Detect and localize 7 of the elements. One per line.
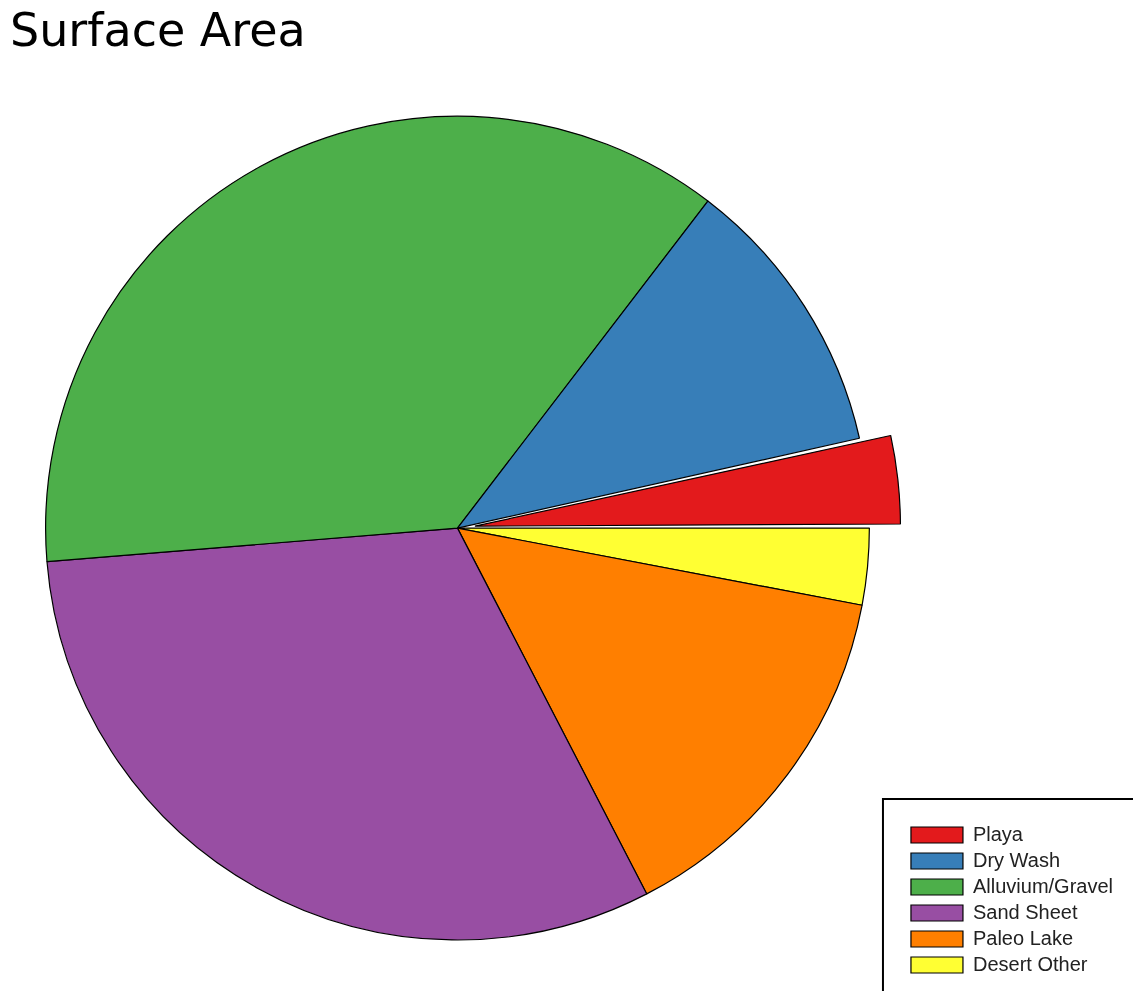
- legend-label: Playa: [972, 822, 1024, 845]
- legend-label: Dry Wash: [972, 848, 1061, 871]
- legend-label: Paleo Lake: [972, 926, 1074, 949]
- legend-label: Sand Sheet: [972, 900, 1078, 923]
- legend-label: Alluvium/Gravel: [972, 874, 1114, 897]
- legend-label: Desert Other: [972, 952, 1088, 975]
- chart-title: Surface Area: [10, 2, 306, 57]
